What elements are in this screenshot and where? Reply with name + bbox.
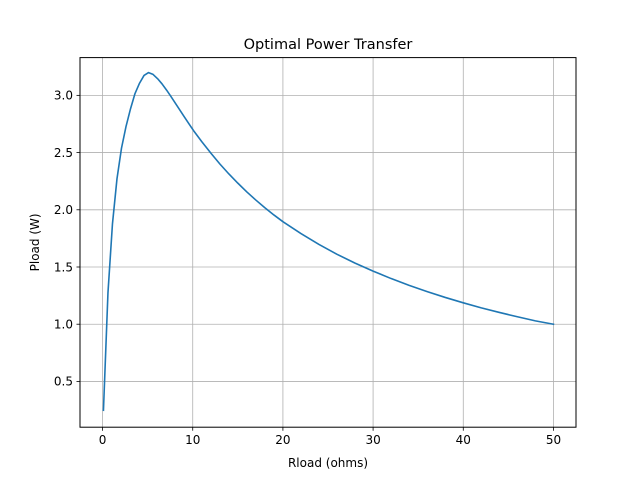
x-axis-label: Rload (ohms)	[288, 456, 368, 470]
chart-title: Optimal Power Transfer	[244, 37, 413, 53]
y-tick-label: 3.0	[54, 89, 73, 103]
series-group	[102, 71, 555, 412]
x-tick-label: 40	[456, 433, 471, 447]
grid-lines	[80, 57, 576, 428]
y-tick-label: 1.5	[54, 260, 73, 274]
series-line	[102, 71, 555, 412]
plot-frame	[79, 57, 577, 428]
y-axis-label: Pload (W)	[28, 213, 42, 271]
x-axis-ticks: 0 10 20 30 40 50	[99, 427, 561, 447]
y-axis-ticks: 0.5 1.0 1.5 2.0 2.5 3.0	[54, 89, 80, 389]
x-tick-label: 10	[185, 433, 200, 447]
y-tick-label: 2.5	[54, 146, 73, 160]
y-tick-label: 0.5	[54, 375, 73, 389]
x-tick-label: 0	[99, 433, 107, 447]
y-tick-label: 1.0	[54, 318, 73, 332]
x-tick-label: 30	[365, 433, 380, 447]
x-tick-label: 20	[275, 433, 290, 447]
y-tick-label: 2.0	[54, 203, 73, 217]
x-tick-label: 50	[546, 433, 561, 447]
